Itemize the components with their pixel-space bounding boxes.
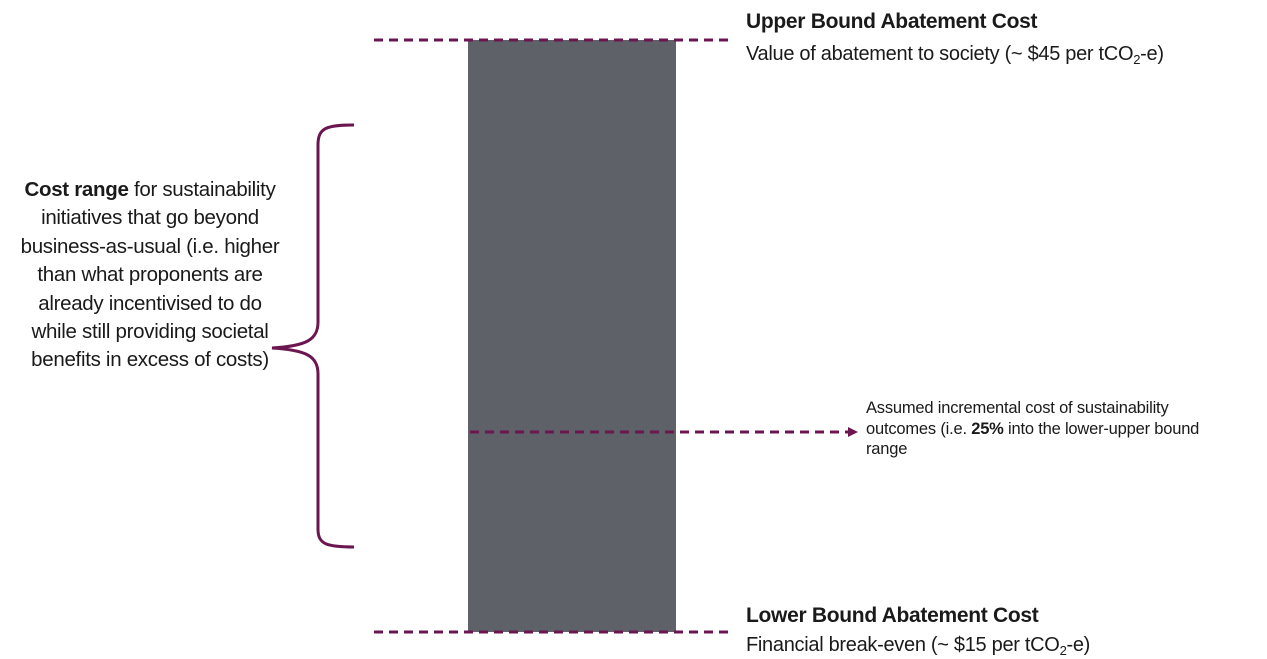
upper-bound-description-suffix: -e) — [1140, 43, 1164, 65]
cost-range-bold: Cost range — [24, 178, 129, 201]
lower-bound-title: Lower Bound Abatement Cost — [746, 604, 1039, 627]
assumed-cost-text: Assumed incremental cost of sustainabili… — [866, 399, 1169, 438]
cost-range-description: Cost range for sustainability initiative… — [20, 176, 280, 375]
upper-bound-description-text: Value of abatement to society (~ $45 per… — [746, 43, 1134, 65]
cost-range-brace — [271, 123, 355, 549]
cost-range-text: for sustainability initiatives that go b… — [20, 178, 280, 372]
assumed-cost-percent: 25% — [971, 419, 1004, 438]
upper-bound-title: Upper Bound Abatement Cost — [746, 10, 1038, 33]
lower-bound-description-suffix: -e) — [1066, 634, 1091, 656]
lower-bound-description-text: Financial break-even (~ $15 per tCO — [746, 634, 1060, 656]
upper-bound-subscript: 2 — [1133, 52, 1141, 67]
lower-bound-description: Financial break-even (~ $15 per tCO2-e) — [746, 634, 1090, 657]
assumed-cost-suffix: into the lower-upper bound range — [866, 419, 1200, 459]
cost-range-bar — [468, 40, 676, 632]
lower-bound-subscript: 2 — [1059, 643, 1067, 658]
upper-bound-description: Value of abatement to society (~ $45 per… — [746, 43, 1164, 66]
assumed-cost-description: Assumed incremental cost of sustainabili… — [866, 398, 1226, 460]
